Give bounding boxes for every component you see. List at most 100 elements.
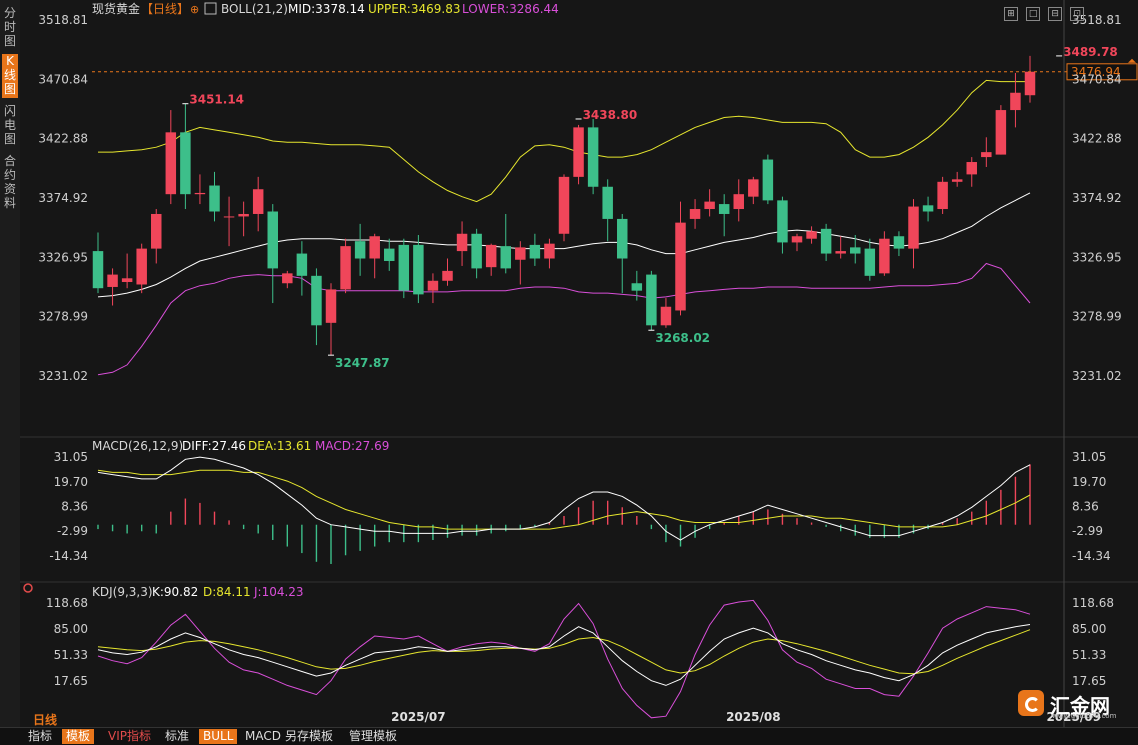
candle-body (748, 179, 759, 197)
maximize-icon[interactable]: ⊡ (1070, 7, 1085, 21)
kdj-j-line (97, 599, 1031, 719)
candle-body (209, 185, 220, 212)
tab-flash-chart[interactable]: 闪电图 (3, 104, 16, 146)
candle-body (194, 192, 206, 195)
candle-body (485, 244, 497, 268)
candle-body (1024, 71, 1036, 96)
boll-upper: UPPER:3469.83 (368, 2, 460, 16)
candle-body (121, 278, 133, 283)
layout-icon[interactable]: ⊞ (1004, 7, 1018, 21)
macd-tick-label-left: 19.70 (54, 475, 88, 489)
tab-vip-indicators[interactable]: VIP指标 (108, 729, 151, 743)
macd-tick-label-right: -14.34 (1072, 549, 1111, 563)
tab-save-template[interactable]: 另存模板 (285, 729, 334, 743)
candle-body (602, 186, 613, 219)
crosshair-icon[interactable]: ⊕ (190, 3, 199, 16)
candle-body (354, 241, 366, 259)
candle-body (573, 127, 584, 177)
candle-body (340, 246, 351, 290)
kdj-tick-label-right: 118.68 (1072, 596, 1114, 610)
macd-tick-label-left: 31.05 (54, 450, 88, 464)
kdj-pane (97, 599, 1031, 719)
candle-body (879, 238, 890, 274)
candle-body (238, 213, 249, 217)
candle-body (660, 306, 672, 326)
boll-mid: MID:3378.14 (288, 2, 365, 16)
candle-body (369, 236, 380, 259)
tab-standard[interactable]: 标准 (165, 729, 190, 743)
candle-body (500, 246, 511, 269)
candle-body (689, 209, 701, 219)
candle-body (893, 236, 905, 249)
candle-body (733, 194, 744, 210)
candle-body (223, 216, 235, 218)
current-price-label: 3476.94 (1071, 65, 1121, 79)
candle-body (180, 132, 191, 195)
boll-upper-line (98, 79, 1030, 203)
boll-name: BOLL(21,2) (221, 2, 288, 16)
candle-body (325, 289, 337, 323)
tab-time-chart[interactable]: 分时图 (3, 6, 16, 48)
kdj-tick-label-right: 17.65 (1072, 674, 1106, 688)
kdj-j: J:104.23 (253, 585, 304, 599)
candle-body (646, 274, 657, 326)
macd-tick-label-right: 19.70 (1072, 475, 1106, 489)
kdj-tick-label-left: 51.33 (54, 648, 88, 662)
period-label[interactable]: 日线 (33, 713, 58, 727)
price-tick-label-right: 3231.02 (1072, 369, 1122, 383)
tab-bull[interactable]: BULL (199, 729, 238, 744)
high-price-annotation: 3438.80 (583, 108, 638, 122)
candle-body (777, 200, 788, 243)
candle-body (252, 189, 264, 214)
kdj-tick-label-left: 17.65 (54, 674, 88, 688)
kdj-d-line (97, 629, 1031, 675)
instrument-title: 现货黄金 (92, 1, 140, 16)
candle-body (311, 275, 322, 326)
candle-body (762, 159, 774, 201)
candle-body (92, 251, 104, 289)
price-tick-label-left: 3470.84 (38, 72, 88, 86)
kdj-k-line (97, 624, 1031, 686)
low-price-annotation: 3268.02 (655, 331, 710, 345)
tab-kline-chart[interactable]: K线图 (2, 54, 18, 98)
candle-body (384, 248, 395, 261)
price-tick-label-left: 3231.02 (38, 369, 88, 383)
price-tick-label-right: 3422.88 (1072, 132, 1122, 146)
boll-lower-line (97, 262, 1031, 376)
candle-body (922, 205, 934, 212)
boll-lower: LOWER:3286.44 (462, 2, 559, 16)
window-controls: ⊞ □ ⊟ ⊡ (1004, 1, 1087, 21)
kdj-tick-label-right: 85.00 (1072, 622, 1106, 636)
candle-body (544, 243, 555, 259)
tab-contract-info[interactable]: 合约资料 (3, 154, 16, 210)
candle-body (631, 283, 643, 291)
side-tab-bar: 分时图 K线图 闪电图 合约资料 (0, 0, 20, 744)
minimize-icon[interactable]: ⊟ (1048, 7, 1063, 21)
candle-body (413, 244, 424, 295)
candle-body (282, 273, 293, 284)
macd-diff: DIFF:27.46 (182, 439, 246, 453)
candle-body (1010, 92, 1021, 111)
price-tick-label-left: 3374.92 (38, 191, 88, 205)
candle-body (471, 233, 482, 269)
gold678-logo-icon (1018, 690, 1044, 716)
tab-macd[interactable]: MACD (245, 729, 281, 743)
candle-body (296, 253, 308, 276)
x-tick-label: 2025/08 (726, 710, 780, 724)
macd-pane (97, 456, 1031, 564)
tab-indicators[interactable]: 指标 (28, 729, 53, 743)
tab-manage-template[interactable]: 管理模板 (349, 729, 398, 743)
axes: 3518.81 3518.81 3470.84 3470.84 3422.88 3422.… (38, 0, 1122, 727)
restore-icon[interactable]: □ (1026, 7, 1041, 21)
tab-templates[interactable]: 模板 (62, 729, 95, 744)
macd-tick-label-right: 31.05 (1072, 450, 1106, 464)
kdj-name: KDJ(9,3,3) (92, 585, 153, 599)
candle-body (558, 176, 570, 234)
macd-dea: DEA:13.61 (248, 439, 311, 453)
record-icon[interactable] (23, 583, 33, 593)
low-price-annotation: 3247.87 (335, 356, 390, 370)
chart-settings-icon[interactable] (204, 2, 217, 15)
watermark-name: 汇金网 (1050, 694, 1110, 718)
candle-body (937, 181, 948, 210)
